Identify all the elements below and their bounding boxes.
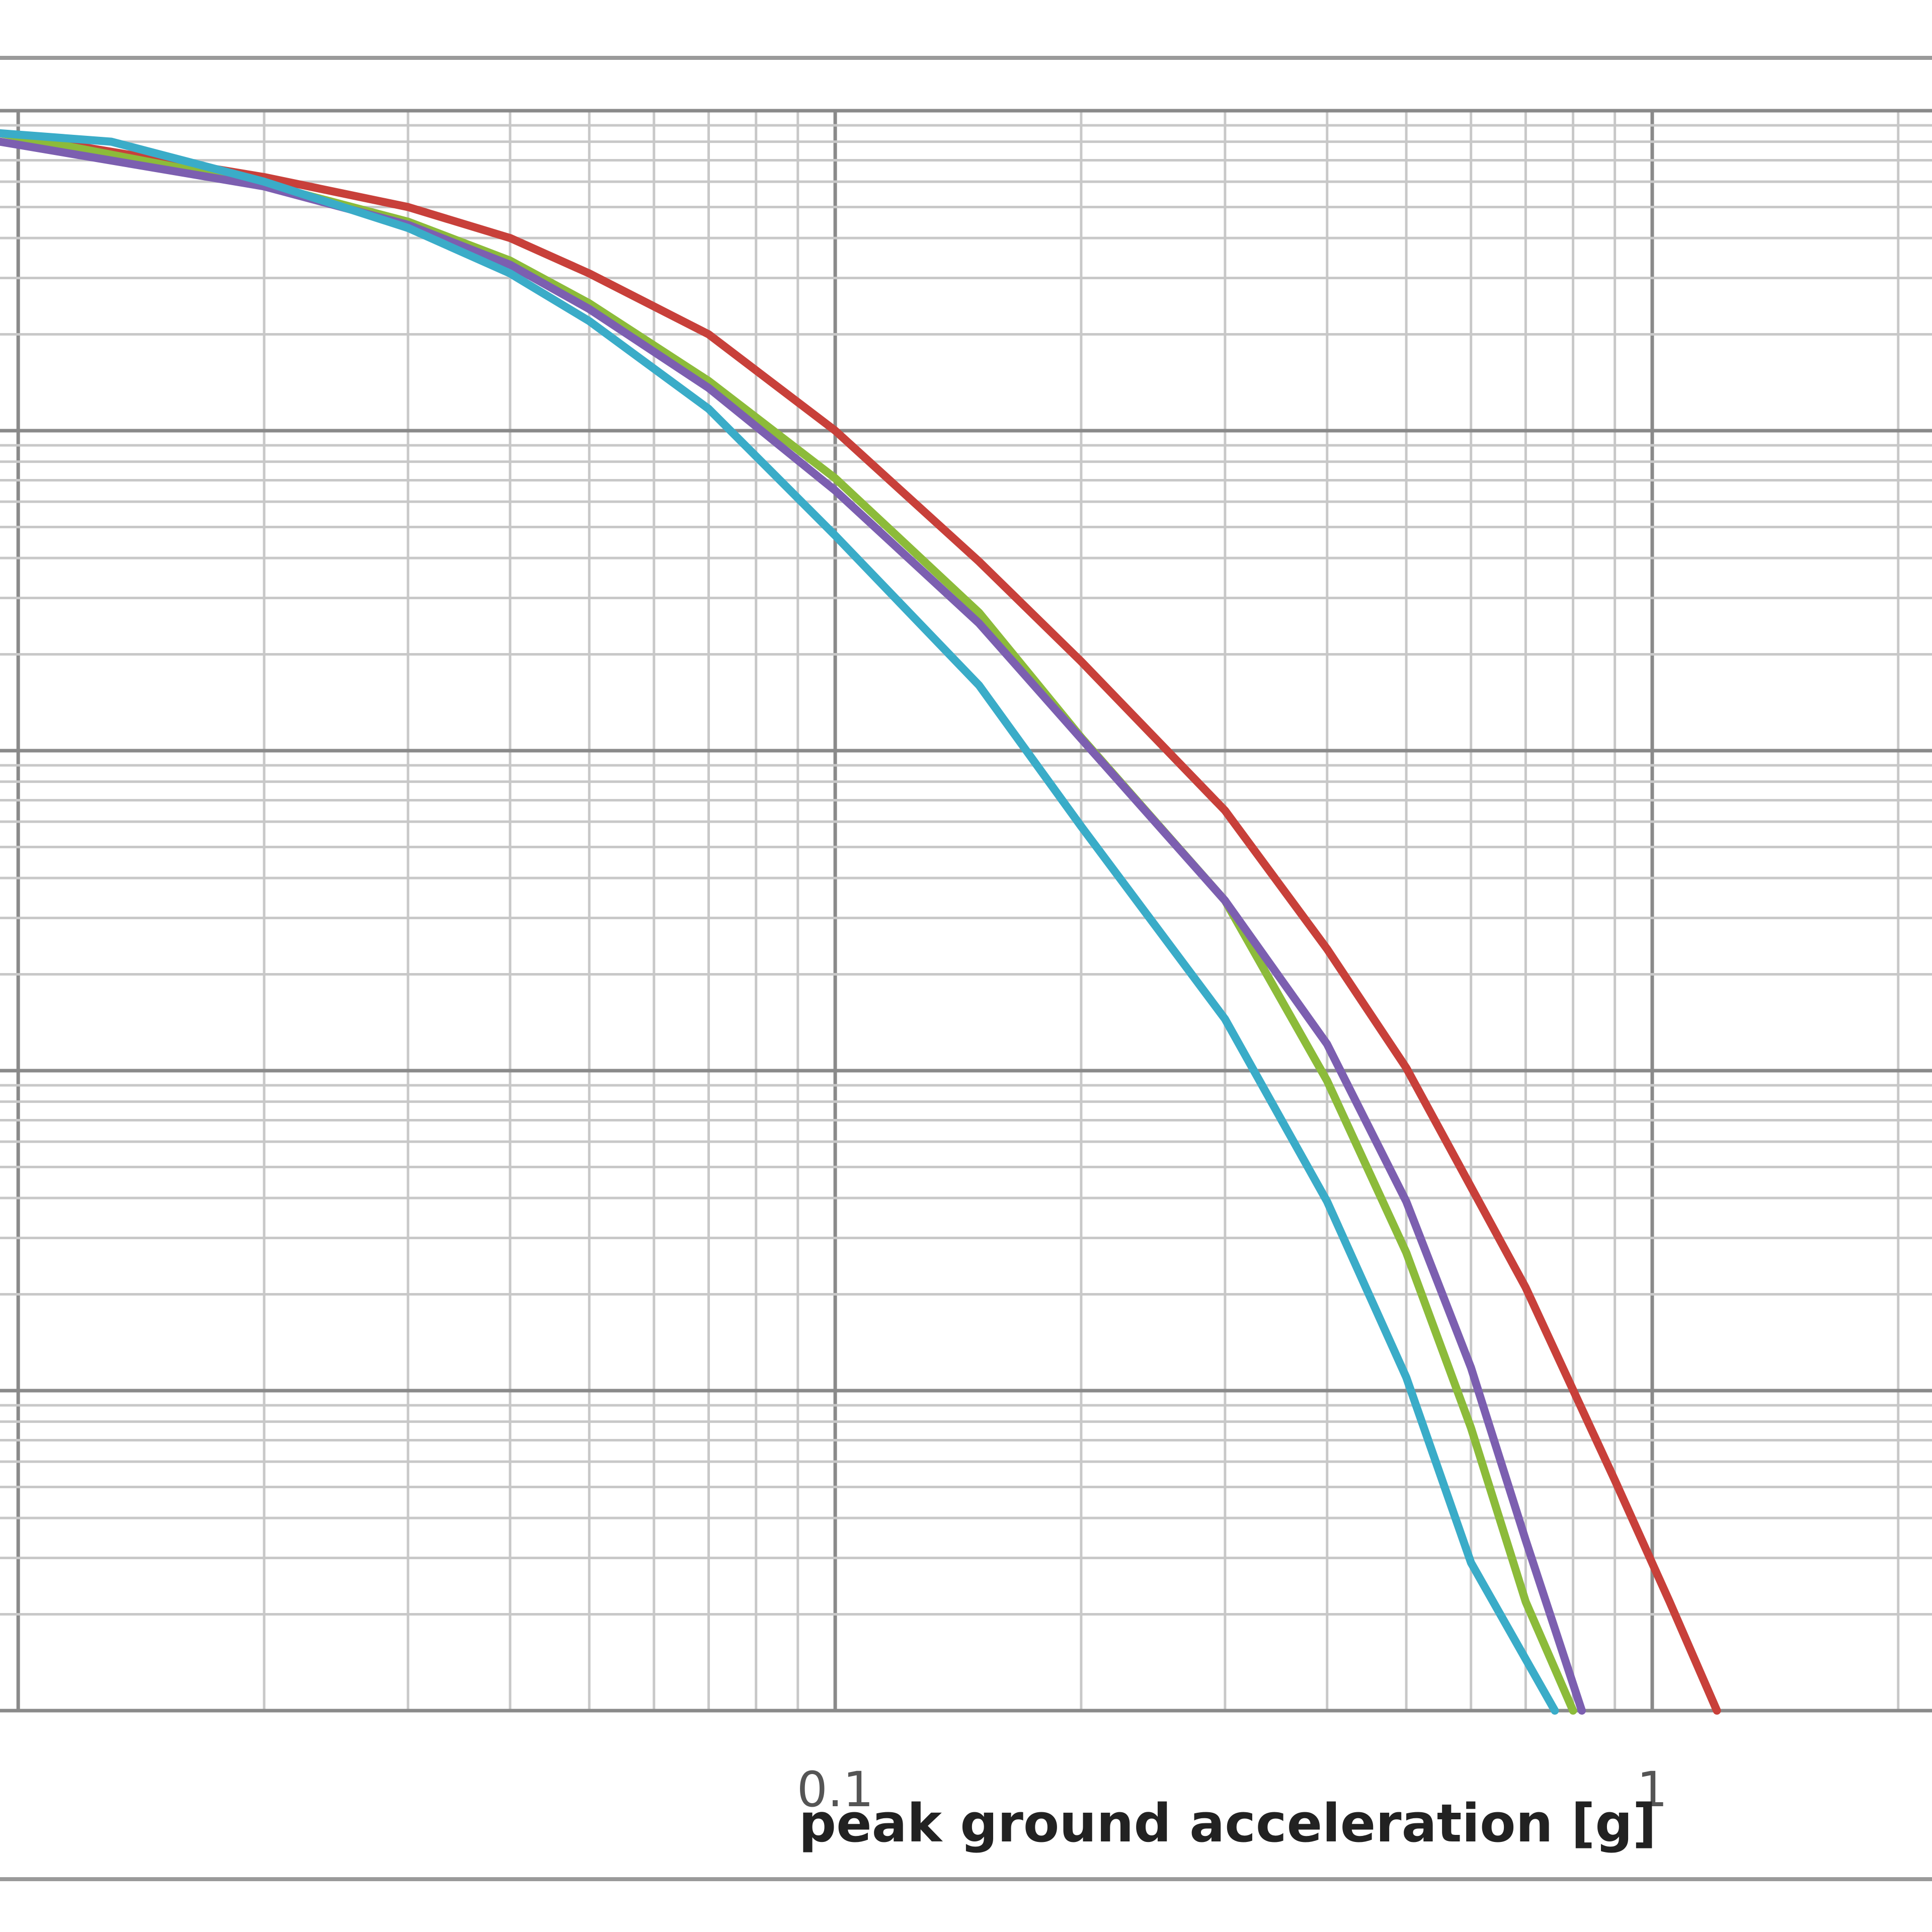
x-tick-label: 0.1 <box>797 1761 874 1818</box>
x-axis-label: peak ground acceleration [g] <box>799 1793 1657 1854</box>
series-lines <box>0 129 1721 1715</box>
series-line-3 <box>0 137 1586 1715</box>
series-line-1 <box>0 129 1721 1715</box>
grid <box>0 109 1932 1713</box>
x-tick-label: 1 <box>1637 1761 1667 1818</box>
x-tick-labels: 0.1 1 <box>797 1761 1668 1818</box>
series-line-4 <box>0 129 1559 1715</box>
